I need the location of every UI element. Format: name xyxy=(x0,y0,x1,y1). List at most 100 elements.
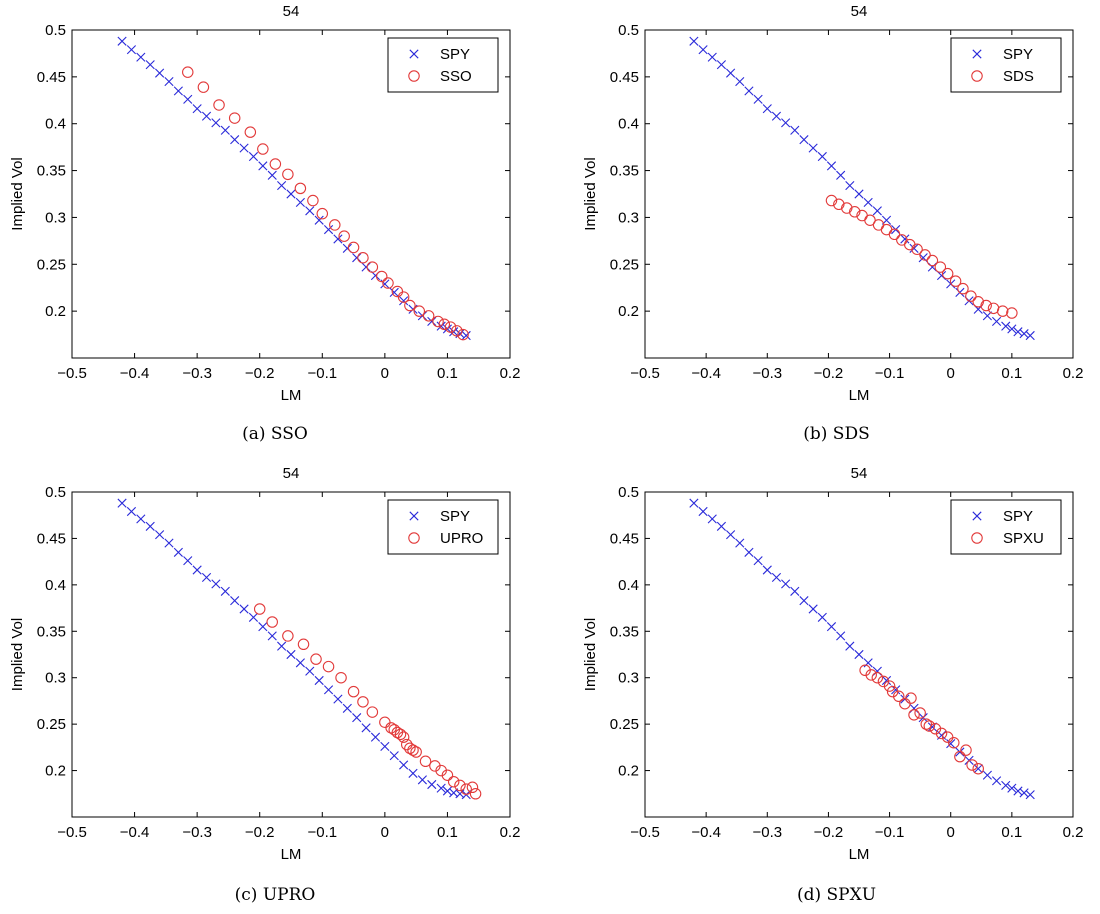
chart-a-point-sso xyxy=(307,194,319,207)
chart-d-ytick-label: 0.35 xyxy=(610,623,639,640)
caption-a: (a) SSO xyxy=(242,424,308,444)
chart-c-point-upro xyxy=(253,603,266,615)
chart-a-point-spy xyxy=(389,287,399,297)
chart-a-point-spy xyxy=(220,125,230,135)
chart-b-point-spy xyxy=(817,151,827,162)
chart-a-point-sso xyxy=(316,207,329,220)
chart-b-xtick-label: −0.4 xyxy=(691,365,721,382)
chart-d-point-spy xyxy=(1013,786,1023,796)
chart-c-ytick-label: 0.45 xyxy=(37,530,66,547)
chart-a-xtick-label: 0.1 xyxy=(437,365,458,382)
chart-b-xtick-label: −0.2 xyxy=(814,365,844,382)
chart-c-point-spy xyxy=(173,547,183,557)
chart-c-ytick-label: 0.3 xyxy=(45,670,66,687)
chart-a-legend-marker-sso xyxy=(408,70,420,82)
chart-a-point-spy xyxy=(164,76,174,87)
chart-d-xtick-label: −0.3 xyxy=(752,824,782,841)
chart-d-point-spy xyxy=(698,506,708,517)
chart-b-point-spy xyxy=(854,189,864,199)
chart-d-title: 54 xyxy=(851,465,868,482)
chart-c-xtick-label: 0.2 xyxy=(500,824,521,841)
chart-a-point-spy xyxy=(192,104,202,114)
chart-d-point-spxu xyxy=(966,759,978,771)
chart-a-legend-label-sso: SSO xyxy=(440,68,472,85)
chart-c-point-upro xyxy=(379,716,391,729)
chart-b-point-sds xyxy=(833,198,845,211)
chart-a-xtick-label: −0.1 xyxy=(307,365,337,382)
chart-d-point-spy xyxy=(872,666,882,676)
chart-b-legend-label-spy: SPY xyxy=(1003,46,1033,63)
chart-b-point-spy xyxy=(762,104,772,114)
chart-d-point-spxu xyxy=(923,720,936,732)
chart-d-point-spy xyxy=(881,675,892,686)
chart-a-point-spy xyxy=(145,60,155,70)
chart-c-point-spy xyxy=(295,658,305,668)
chart-d-point-spy xyxy=(946,739,956,749)
chart-b-point-spy xyxy=(771,111,782,121)
chart-c-point-upro xyxy=(419,755,432,768)
chart-b-point-sds xyxy=(848,206,861,218)
chart-a-ytick-label: 0.3 xyxy=(45,209,66,226)
chart-d-ytick-label: 0.3 xyxy=(618,670,639,687)
chart-d-point-spxu xyxy=(960,744,972,756)
chart-c-point-spy xyxy=(417,775,427,785)
chart-a-point-sso xyxy=(432,315,444,328)
chart-c-ytick-label: 0.4 xyxy=(45,577,66,594)
chart-d-legend-box xyxy=(950,499,1062,555)
chart-b-legend: SPY SDS xyxy=(950,37,1062,93)
chart-b-point-spy xyxy=(1001,321,1011,331)
chart-b-point-sds xyxy=(934,261,947,273)
chart-c-point-spy xyxy=(399,760,409,770)
chart-b-legend-box xyxy=(950,37,1062,93)
chart-a-ylabel: Implied Vol xyxy=(9,157,26,230)
chart-a-point-sso xyxy=(397,291,410,303)
chart-c-point-spy xyxy=(427,779,437,790)
chart-b-ylabel: Implied Vol xyxy=(582,157,599,230)
chart-d-point-spy xyxy=(716,521,727,531)
chart-a-xlabel: LM xyxy=(281,387,302,404)
chart-c-point-spy xyxy=(305,666,315,676)
chart-c-axes-frame xyxy=(71,491,511,818)
chart-c-point-spy xyxy=(192,565,202,575)
chart-a-point-sso xyxy=(444,321,457,333)
chart-b-point-sds xyxy=(911,243,923,256)
chart-c-ylabel: Implied Vol xyxy=(9,618,26,691)
chart-c-point-upro xyxy=(335,671,347,684)
chart-b-ytick-label: 0.35 xyxy=(610,163,639,180)
chart-c-point-upro xyxy=(404,742,416,755)
chart-c-ytick-label: 0.5 xyxy=(45,484,66,501)
chart-d-ylabel: Implied Vol xyxy=(582,618,599,691)
chart-b-point-spy xyxy=(808,143,818,153)
chart-d-point-spy xyxy=(762,565,772,575)
chart-a-point-spy xyxy=(155,68,165,78)
chart-d-point-spy xyxy=(799,596,809,606)
chart-a-xtick-label: −0.5 xyxy=(57,365,87,382)
chart-b-xtick-label: 0.2 xyxy=(1063,365,1084,382)
chart-c-point-spy xyxy=(352,713,362,723)
chart-c-point-spy xyxy=(342,703,352,713)
chart-b-xtick-label: −0.3 xyxy=(752,365,782,382)
caption-c: (c) UPRO xyxy=(234,885,316,905)
chart-c-point-spy xyxy=(267,631,277,641)
chart-a-point-sso xyxy=(244,126,257,138)
chart-c-point-spy xyxy=(370,732,381,742)
chart-c-point-upro xyxy=(282,630,294,642)
chart-a-point-spy xyxy=(248,151,259,162)
chart-b-series-sds xyxy=(825,194,1018,319)
chart-c-point-spy xyxy=(126,506,137,517)
panel-d: 54 −0.5 −0.4 −0.3 −0.2 −0.1 0 0.1 0.2 0.2 0.25 0.3 0… xyxy=(573,462,1100,914)
chart-c-point-upro xyxy=(397,731,410,743)
chart-d-xtick-label: −0.4 xyxy=(691,824,721,841)
chart-a-xtick-label: 0.2 xyxy=(500,365,521,382)
chart-c-series-upro xyxy=(253,603,482,800)
chart-b-ytick-label: 0.3 xyxy=(618,209,639,226)
chart-c-point-spy xyxy=(442,786,453,796)
chart-c-point-spy xyxy=(323,685,334,695)
chart-a-point-sso xyxy=(413,305,426,317)
chart-a-ytick-label: 0.5 xyxy=(45,22,66,39)
chart-c-point-upro xyxy=(357,696,369,708)
chart-d-xtick-label: −0.1 xyxy=(875,824,905,841)
chart-d-point-spy xyxy=(744,547,754,557)
chart-a-xtick-label: −0.4 xyxy=(120,365,150,382)
chart-a-point-sso xyxy=(329,219,341,231)
